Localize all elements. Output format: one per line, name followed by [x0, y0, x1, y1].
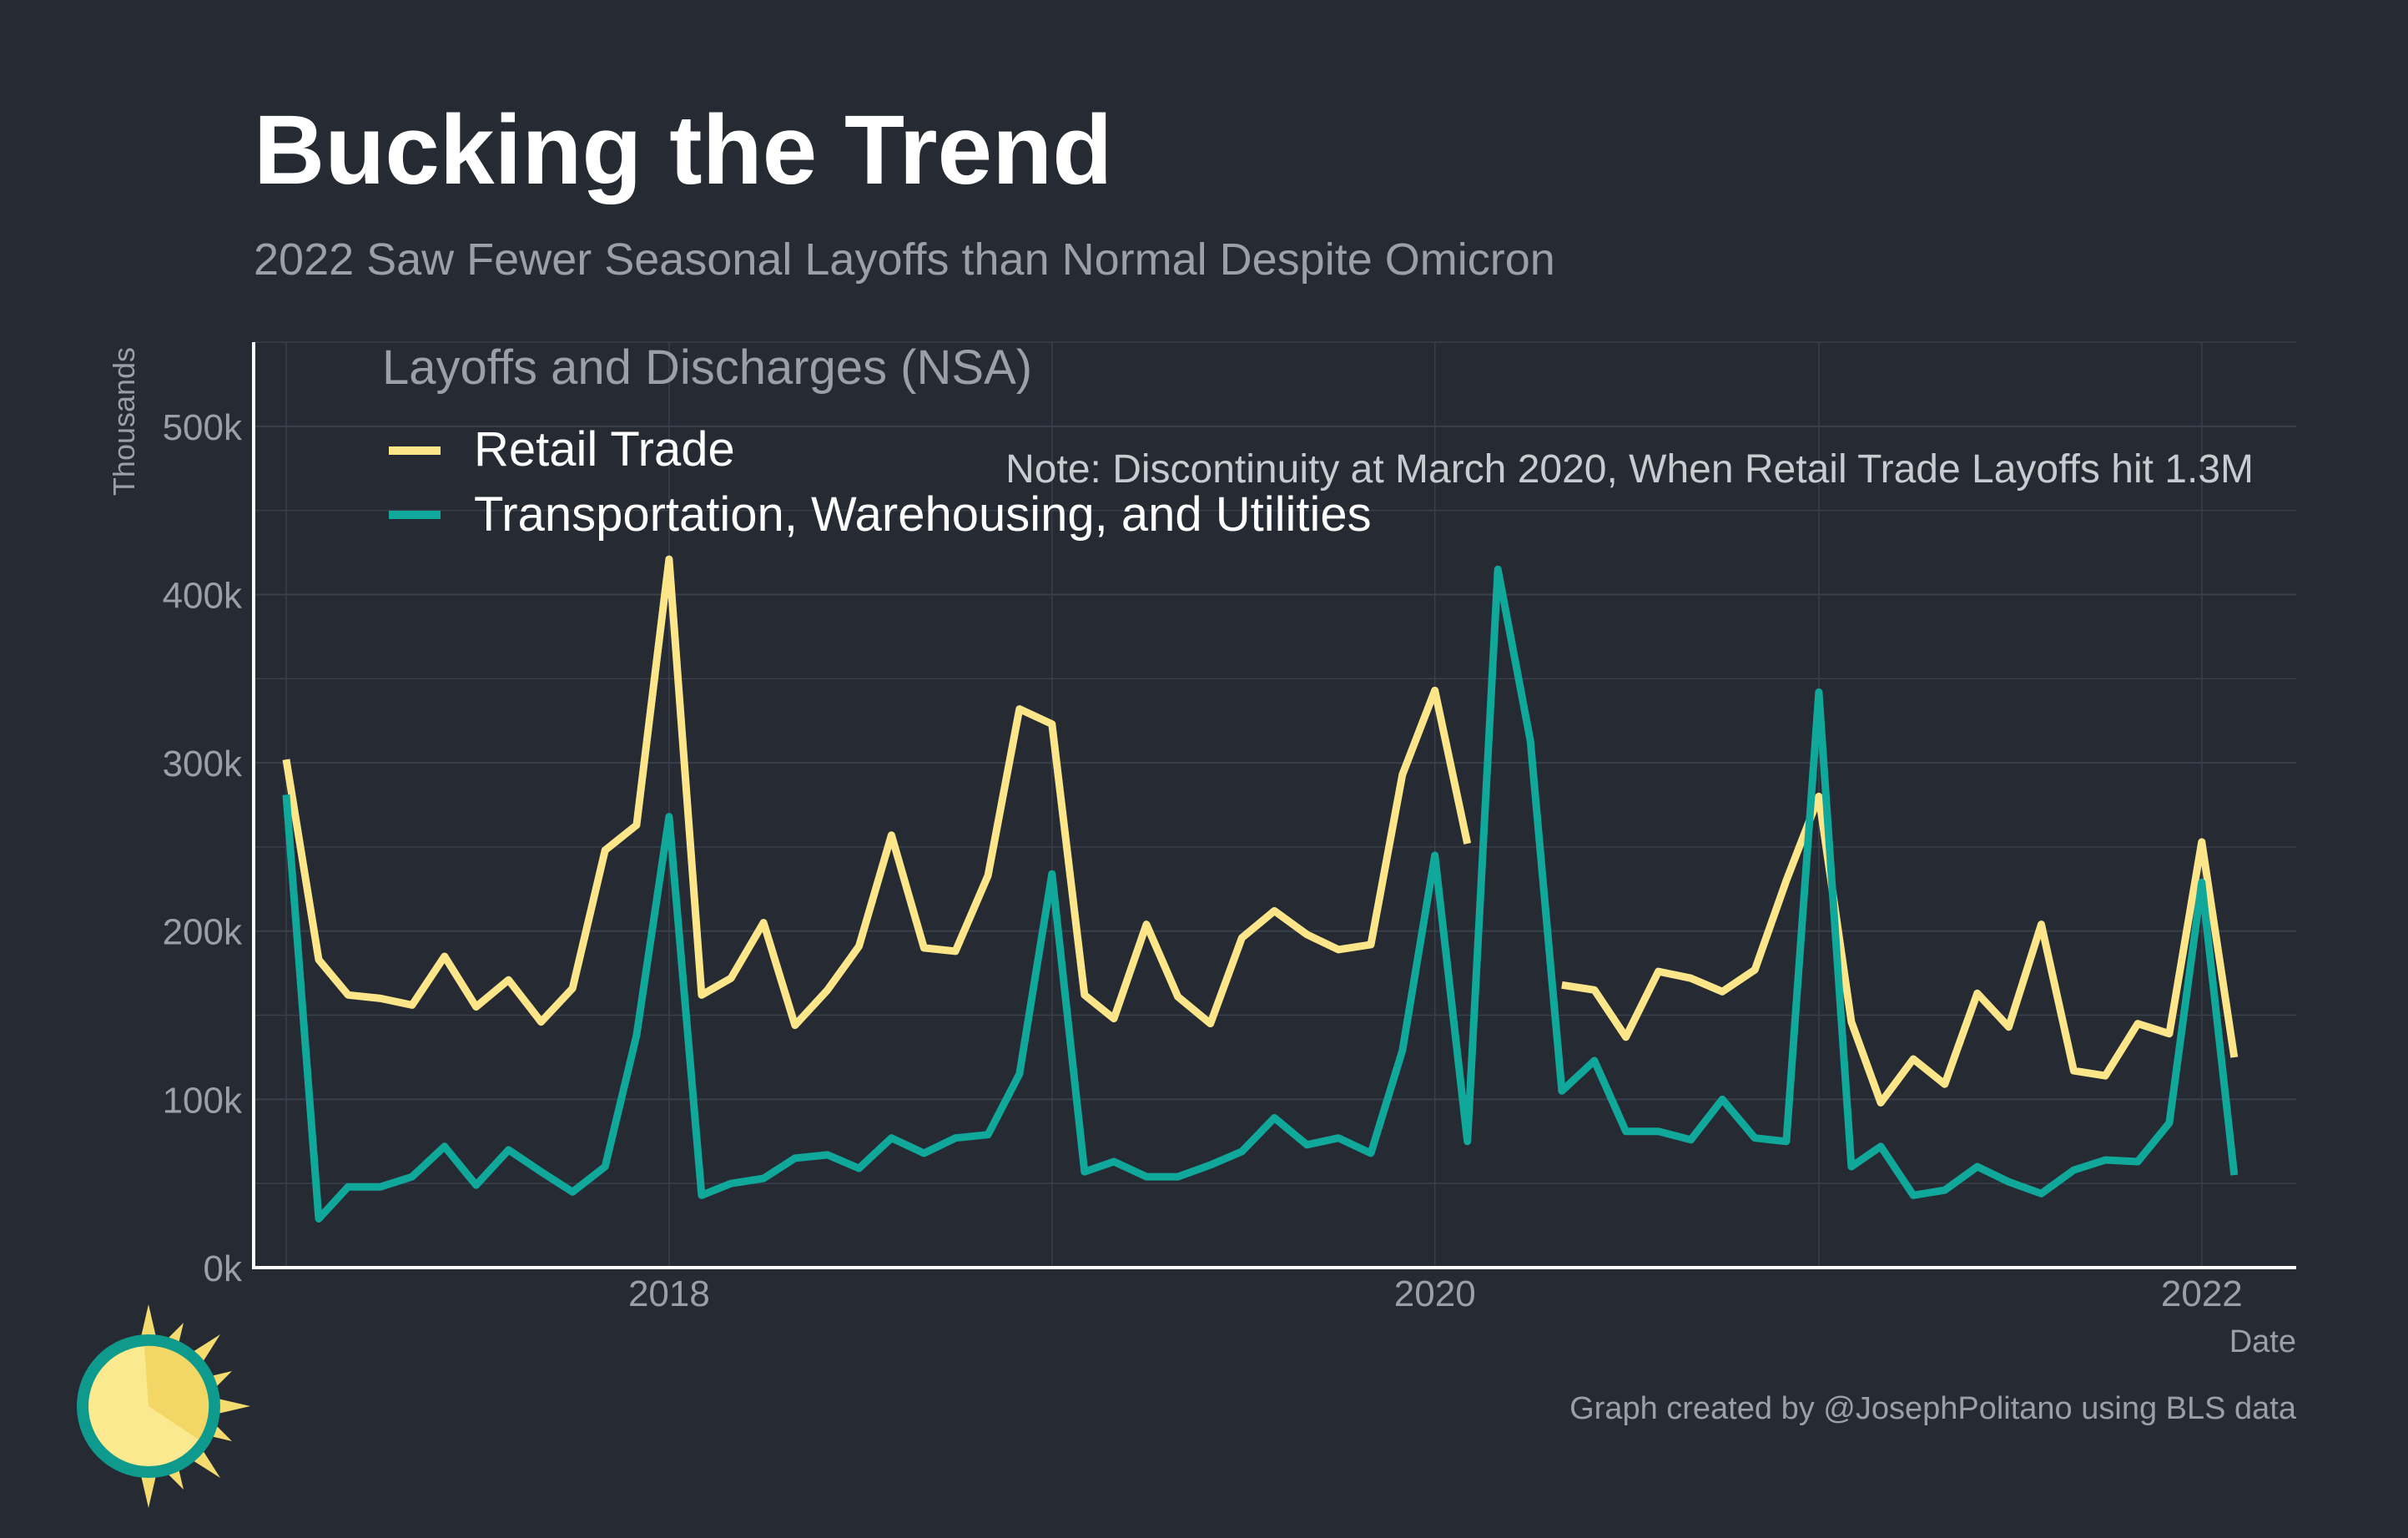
y-tick-label: 300k	[163, 744, 243, 784]
chart-subtitle: 2022 Saw Fewer Seasonal Layoffs than Nor…	[254, 234, 1555, 285]
y-tick-label: 200k	[163, 912, 243, 953]
series-lines	[282, 555, 2239, 1223]
chart-note: Note: Discontinuity at March 2020, When …	[1005, 447, 2254, 492]
axes	[252, 342, 2296, 1269]
sun-logo	[77, 1304, 250, 1508]
x-tick-label: 2020	[1394, 1273, 1476, 1314]
y-axis-label: Thousands	[107, 347, 141, 496]
legend-title: Layoffs and Discharges (NSA)	[382, 340, 1032, 395]
series-line-1	[282, 565, 2239, 1223]
y-tick-label: 100k	[163, 1080, 243, 1121]
y-tick-label: 0k	[204, 1248, 243, 1289]
y-tick-labels: 0k 100k 200k 300k 400k 500k	[163, 407, 243, 1289]
x-tick-label: 2022	[2161, 1273, 2243, 1314]
y-tick-label: 400k	[163, 575, 243, 616]
x-axis-label: Date	[2229, 1324, 2296, 1359]
legend: Layoffs and Discharges (NSA) Retail Trad…	[382, 340, 1372, 542]
y-tick-label: 500k	[163, 407, 243, 448]
sun-shade	[144, 1345, 209, 1440]
legend-label-retail-trade: Retail Trade	[474, 422, 735, 477]
x-tick-label: 2018	[628, 1273, 710, 1314]
chart-caption: Graph created by @JosephPolitano using B…	[1569, 1391, 2297, 1426]
x-tick-labels: 2018 2020 2022	[628, 1273, 2243, 1314]
series-line-0	[282, 555, 2239, 1107]
chart-title: Bucking the Trend	[254, 95, 1112, 205]
legend-label-transportation: Transportation, Warehousing, and Utiliti…	[474, 487, 1372, 542]
